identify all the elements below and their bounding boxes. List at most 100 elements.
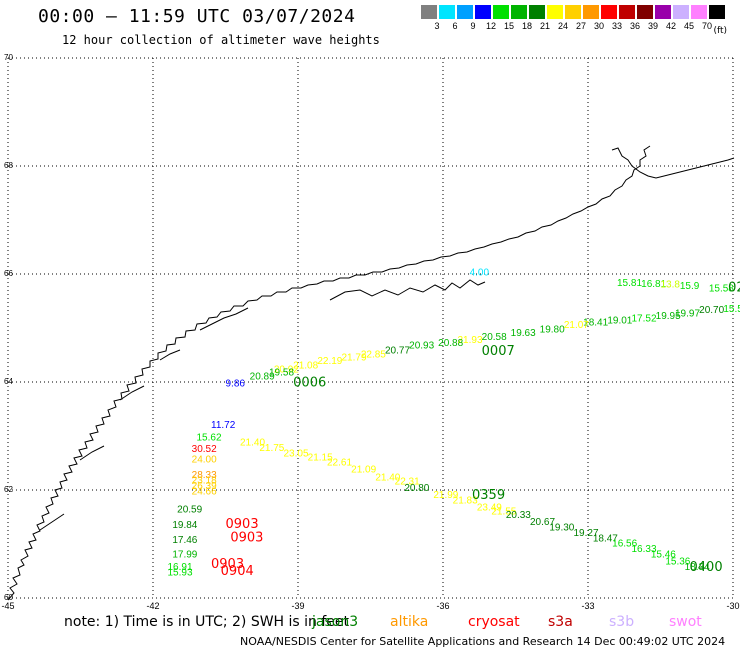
lat-lon-grid: -45 -42 -39 -36 -33 -30 60 62 64 66 68 70 [1,53,739,611]
color-scale-swatch [637,5,653,19]
wave-height-value: 13.8 [661,280,681,291]
color-scale-swatch [601,5,617,19]
wave-height-value: 15.46 [651,550,676,561]
wave-height-value: 21.79 [342,352,367,363]
color-scale-tick: 42 [665,21,676,31]
wave-height-value: 20.67 [530,517,555,528]
color-scale-tick: 15 [503,21,514,31]
lon-tick-label: -30 [726,601,739,611]
wave-height-value: 21.07 [564,320,589,331]
wave-height-value: 15.58 [709,283,734,294]
wave-height-value: 20.70 [699,305,724,316]
wave-height-value: 19.27 [574,528,599,539]
wave-height-value: 21.55 [491,506,516,517]
wave-height-value: 21.40 [240,438,265,449]
wave-height-value: 23.05 [284,449,309,460]
wave-height-value: 19.63 [511,328,536,339]
pass-time-label: 0359 [472,488,505,503]
wave-height-value: 17.99 [172,550,197,561]
wave-height-value: 19.84 [172,520,197,531]
wave-height-value: 23.49 [477,503,502,514]
color-scale-swatch [709,5,725,19]
wave-height-value: 20.92 [274,364,299,375]
color-scale-tick: 27 [575,21,586,31]
wave-height-value: 20.58 [482,332,507,343]
coastline-north [611,147,735,179]
color-scale-tick: 24 [557,21,568,31]
color-scale-tick: 39 [647,21,658,31]
color-scale-swatch [565,5,581,19]
color-scale-swatch [421,5,437,19]
lon-tick-label: -42 [146,601,159,611]
color-scale-tick: 30 [593,21,604,31]
wave-height-value: 19.80 [540,324,565,335]
wave-height-value: 24.00 [192,454,217,465]
wave-height-value: 20.93 [409,341,434,352]
pass-time-label: 0903 [226,517,259,532]
lon-tick-label: -39 [291,601,304,611]
pass-time-label: 0007 [482,344,515,359]
pass-time-label: 0903 [230,530,263,545]
wave-height-value: 17.52 [632,314,657,325]
color-scale-tick: 33 [611,21,622,31]
color-scale-swatch [529,5,545,19]
wave-height-value: 21.99 [433,490,458,501]
color-scale-swatch [439,5,455,19]
wave-height-value: 20.88 [438,338,463,349]
page-title: 00:00 — 11:59 UTC 03/07/2024 [38,6,356,27]
wave-height-value: 19.58 [269,368,294,379]
wave-height-value: 18.34 [685,562,710,573]
color-scale-swatch [493,5,509,19]
wave-height-value: 22.31 [395,477,420,488]
wave-height-value: 20.33 [506,510,531,521]
coastline-south [7,145,651,601]
wave-height-value: 16.33 [632,544,657,555]
wave-height-value: 4.00 [470,268,490,279]
wave-height-value: 28.33 [192,470,217,481]
satellite-legend-s3a: s3a [548,614,573,630]
color-scale-swatch [655,5,671,19]
pass-time-label: 0903 [211,557,244,572]
color-scale-tick: 21 [539,21,550,31]
lat-tick-label: 66 [4,269,13,278]
wave-height-value: 18.47 [593,533,618,544]
wave-height-value: 15.93 [168,567,193,578]
color-scale-tick: 70 [701,21,712,31]
wave-height-value: 20.59 [177,505,202,516]
coastline-inner-fjords [39,307,249,531]
note-text: note: 1) Time is in UTC; 2) SWH is in fe… [64,614,350,630]
lat-tick-label: 64 [4,377,13,386]
wave-height-value: 15.81 [617,278,642,289]
wave-height-value: 16.56 [612,539,637,550]
greenland-coastline [7,145,735,601]
color-scale-tick: 3 [434,21,440,31]
pass-time-label: 0006 [293,375,326,390]
lat-tick-label: 62 [4,485,13,494]
wave-height-value: 17.46 [172,535,197,546]
wave-height-value: 15.52 [723,304,740,315]
color-scale-swatch [583,5,599,19]
color-scale-swatch [547,5,563,19]
wave-height-value: 19.95 [656,311,681,322]
wave-height-value: 24.66 [192,486,217,497]
wave-height-value: 15.36 [665,557,690,568]
pass-time-label: 0203 [728,280,740,295]
page-subtitle: 12 hour collection of altimeter wave hei… [62,33,380,47]
wave-height-value: 18.41 [583,317,608,328]
wave-height-value: 20.89 [250,371,275,382]
wave-height-value: 19.97 [675,309,700,320]
color-scale-tick: 9 [470,21,476,31]
wave-height-value: 21.09 [351,465,376,476]
wave-height-value: 23.18 [192,476,217,487]
wave-height-value: 21.93 [458,335,483,346]
wave-height-value: 21.83 [453,496,478,507]
lon-tick-label: -33 [581,601,594,611]
color-scale-swatch [457,5,473,19]
satellite-legend-altika: altika [390,614,429,630]
wave-height-value: 21.40 [375,472,400,483]
satellite-legend-jason3: jason3 [312,614,359,630]
wave-height-value: 30.52 [192,444,217,455]
wave-height-value: 15.62 [197,432,222,443]
wave-height-value: 20.77 [385,345,410,356]
